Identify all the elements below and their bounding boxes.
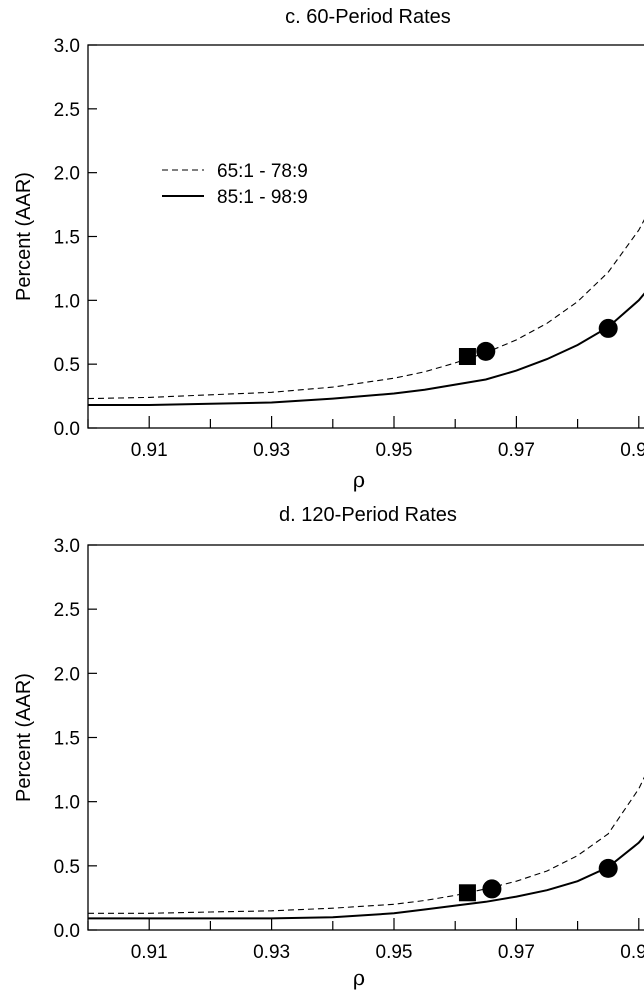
chart-svg: 0.91 0.93 0.95 0.97 0.99 0.0 0.5 1.0 1.5 2.0 2.5 3.… bbox=[13, 36, 644, 492]
circle-marker bbox=[482, 879, 502, 899]
y-tick-label: 1.5 bbox=[54, 729, 80, 750]
x-tick-label: 0.95 bbox=[376, 942, 413, 963]
x-tick-label: 0.93 bbox=[253, 942, 290, 963]
y-tick-label: 3.0 bbox=[54, 536, 80, 557]
circle-marker bbox=[598, 318, 618, 338]
x-tick-label: 0.93 bbox=[253, 440, 290, 461]
y-tick-label: 1.0 bbox=[54, 291, 80, 312]
x-tick-label: 0.99 bbox=[620, 440, 644, 461]
y-axis-label: Percent (AAR) bbox=[13, 172, 35, 301]
series-line-dashed bbox=[88, 219, 644, 400]
square-marker bbox=[458, 348, 476, 366]
y-tick-label: 1.5 bbox=[54, 228, 80, 249]
y-tick-label: 2.5 bbox=[54, 600, 80, 621]
y-tick-label: 0.0 bbox=[54, 419, 80, 440]
legend-label: 85:1 - 98:9 bbox=[217, 187, 308, 208]
x-tick-label: 0.97 bbox=[498, 942, 535, 963]
y-tick-label: 0.5 bbox=[54, 355, 80, 376]
series-line-dashed bbox=[88, 776, 644, 914]
chart-svg: 0.91 0.93 0.95 0.97 0.99 0.0 0.5 1.0 1.5 2.0 2.5 3.… bbox=[13, 536, 644, 990]
chart-panel-60-period: c. 60-Period Rates 0.910.930.950.970.990… bbox=[13, 6, 644, 492]
series-line-solid bbox=[88, 834, 644, 920]
plot-frame bbox=[87, 544, 644, 931]
y-tick-label: 1.0 bbox=[54, 793, 80, 814]
x-tick-label: 0.95 bbox=[376, 440, 413, 461]
plot-frame bbox=[87, 44, 644, 429]
x-tick-label: 0.91 bbox=[131, 440, 168, 461]
y-axis-label: Percent (AAR) bbox=[13, 673, 35, 802]
x-axis-label: ρ bbox=[353, 966, 365, 990]
chart-panel-120-period: d. 120-Period Rates 0.91 0.93 0.95 0.97 0.99… bbox=[0, 500, 644, 992]
x-tick-label: 0.91 bbox=[131, 942, 168, 963]
square-marker bbox=[458, 884, 476, 902]
chart-title: d. 120-Period Rates bbox=[279, 504, 457, 526]
x-axis-label: ρ bbox=[353, 468, 365, 492]
legend-label: 65:1 - 78:9 bbox=[217, 161, 308, 182]
y-tick-label: 3.0 bbox=[54, 36, 80, 57]
circle-marker bbox=[476, 341, 496, 361]
series-line-solid bbox=[88, 292, 644, 406]
y-tick-label: 0.0 bbox=[54, 921, 80, 942]
circle-marker bbox=[598, 858, 618, 878]
chart-title: c. 60-Period Rates bbox=[285, 6, 451, 28]
x-tick-label: 0.97 bbox=[498, 440, 535, 461]
x-tick-label: 0.99 bbox=[620, 942, 644, 963]
y-tick-label: 2.0 bbox=[54, 164, 80, 185]
y-tick-label: 2.5 bbox=[54, 100, 80, 121]
y-tick-label: 0.5 bbox=[54, 857, 80, 878]
y-tick-label: 2.0 bbox=[54, 664, 80, 685]
